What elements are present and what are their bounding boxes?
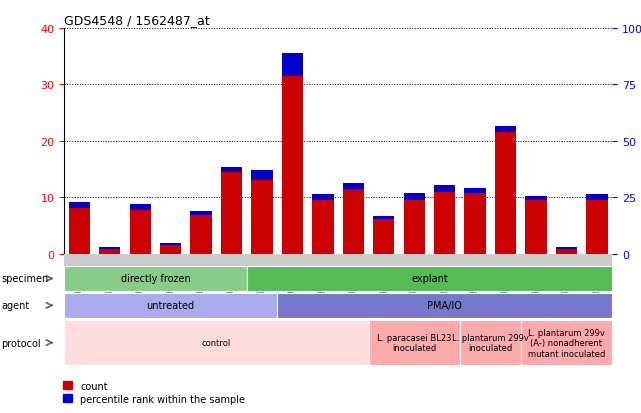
Bar: [587, 195, 608, 201]
Text: explant: explant: [411, 274, 448, 284]
Bar: [190, 211, 212, 216]
Bar: [160, 246, 181, 254]
Bar: [343, 189, 364, 254]
Bar: [251, 181, 272, 254]
Bar: [312, 201, 333, 254]
Bar: [69, 202, 90, 209]
Bar: [160, 244, 181, 246]
Bar: [465, 193, 486, 254]
Text: agent: agent: [1, 301, 29, 311]
Bar: [312, 195, 333, 201]
Bar: [221, 172, 242, 254]
Bar: [221, 168, 242, 172]
Bar: [282, 54, 303, 77]
Bar: [434, 185, 455, 192]
Bar: [434, 192, 455, 254]
Text: GDS4548 / 1562487_at: GDS4548 / 1562487_at: [64, 14, 210, 27]
Bar: [343, 184, 364, 189]
Bar: [465, 189, 486, 193]
Bar: [373, 219, 394, 254]
Bar: [404, 201, 425, 254]
Legend: count, percentile rank within the sample: count, percentile rank within the sample: [63, 381, 245, 404]
Text: L. plantarum 299v
(A-) nonadherent
mutant inoculated: L. plantarum 299v (A-) nonadherent mutan…: [528, 328, 605, 358]
Bar: [69, 209, 90, 254]
Bar: [373, 216, 394, 219]
Bar: [251, 171, 272, 181]
Bar: [99, 248, 121, 249]
Bar: [495, 126, 516, 133]
Bar: [587, 201, 608, 254]
Bar: [556, 248, 577, 249]
Bar: [556, 249, 577, 254]
Bar: [526, 196, 547, 201]
Bar: [404, 194, 425, 201]
Bar: [190, 216, 212, 254]
Bar: [282, 77, 303, 254]
Text: untreated: untreated: [147, 301, 195, 311]
Text: specimen: specimen: [1, 274, 49, 284]
Text: control: control: [202, 338, 231, 347]
Text: L. paracasei BL23
inoculated: L. paracasei BL23 inoculated: [377, 333, 451, 352]
Bar: [99, 249, 121, 254]
Bar: [129, 210, 151, 254]
Text: directly frozen: directly frozen: [121, 274, 190, 284]
Text: L. plantarum 299v
inoculated: L. plantarum 299v inoculated: [452, 333, 529, 352]
Text: protocol: protocol: [1, 338, 41, 348]
Bar: [526, 201, 547, 254]
Bar: [495, 133, 516, 254]
Bar: [129, 204, 151, 210]
Text: PMA/IO: PMA/IO: [428, 301, 462, 311]
